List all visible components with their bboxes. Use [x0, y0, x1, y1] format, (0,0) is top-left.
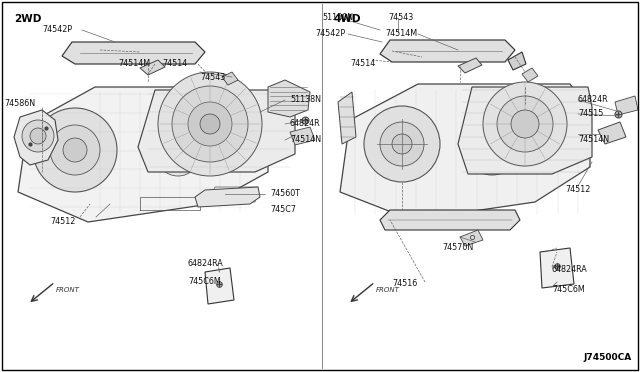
Text: 74542P: 74542P — [315, 29, 345, 38]
Circle shape — [30, 128, 46, 144]
Polygon shape — [205, 268, 234, 304]
Circle shape — [172, 86, 248, 162]
Text: 2WD: 2WD — [14, 14, 42, 24]
Circle shape — [364, 106, 440, 182]
Circle shape — [50, 125, 100, 175]
Text: 74542P: 74542P — [42, 26, 72, 35]
Polygon shape — [380, 40, 515, 62]
Text: 4WD: 4WD — [333, 14, 360, 24]
Text: 74586N: 74586N — [4, 99, 35, 109]
Polygon shape — [18, 87, 268, 222]
Polygon shape — [380, 210, 520, 230]
Polygon shape — [222, 72, 238, 85]
Circle shape — [476, 131, 508, 163]
Circle shape — [63, 138, 87, 162]
Circle shape — [497, 96, 553, 152]
Circle shape — [200, 114, 220, 134]
Polygon shape — [615, 96, 638, 115]
Circle shape — [156, 132, 200, 176]
Polygon shape — [340, 84, 590, 220]
Polygon shape — [195, 187, 260, 207]
Text: 74514M: 74514M — [385, 29, 417, 38]
Polygon shape — [598, 122, 626, 144]
Circle shape — [392, 134, 412, 154]
Circle shape — [166, 142, 190, 166]
Text: 74516: 74516 — [392, 279, 417, 289]
Polygon shape — [338, 92, 356, 144]
Circle shape — [22, 120, 54, 152]
Circle shape — [511, 110, 539, 138]
Circle shape — [188, 102, 232, 146]
Text: FRONT: FRONT — [56, 287, 80, 293]
Text: 51150N: 51150N — [322, 13, 353, 22]
Text: 74515: 74515 — [578, 109, 604, 119]
Polygon shape — [290, 127, 315, 145]
Polygon shape — [458, 87, 592, 174]
Text: 745C6M: 745C6M — [188, 278, 221, 286]
Text: 74514M: 74514M — [118, 60, 150, 68]
Polygon shape — [460, 230, 483, 246]
Text: 74514N: 74514N — [578, 135, 609, 144]
Polygon shape — [62, 42, 205, 64]
Text: 74543: 74543 — [200, 73, 225, 81]
Circle shape — [483, 82, 567, 166]
Text: 745C7: 745C7 — [270, 205, 296, 214]
Polygon shape — [458, 58, 482, 73]
Text: FRONT: FRONT — [376, 287, 400, 293]
Polygon shape — [138, 90, 295, 172]
Text: 64824R: 64824R — [290, 119, 321, 128]
Polygon shape — [14, 110, 58, 165]
Text: 74512: 74512 — [565, 186, 590, 195]
Polygon shape — [522, 68, 538, 82]
Circle shape — [464, 119, 520, 175]
Polygon shape — [540, 248, 574, 288]
Text: 74512: 74512 — [50, 218, 76, 227]
Circle shape — [380, 122, 424, 166]
Circle shape — [158, 72, 262, 176]
Text: 51138N: 51138N — [290, 96, 321, 105]
Text: 74543: 74543 — [388, 13, 413, 22]
Text: 74560T: 74560T — [270, 189, 300, 199]
Text: 74570N: 74570N — [442, 243, 473, 251]
Polygon shape — [268, 80, 310, 117]
Circle shape — [484, 139, 500, 155]
Text: 745C6M: 745C6M — [552, 285, 585, 295]
Text: 74514: 74514 — [162, 60, 188, 68]
Text: 74514: 74514 — [350, 60, 375, 68]
Text: 74514N: 74514N — [290, 135, 321, 144]
Text: 64824RA: 64824RA — [552, 266, 588, 275]
Polygon shape — [508, 52, 526, 70]
Text: J74500CA: J74500CA — [584, 353, 632, 362]
Text: 64824RA: 64824RA — [188, 260, 224, 269]
Text: 64824R: 64824R — [578, 96, 609, 105]
Polygon shape — [140, 60, 165, 75]
Circle shape — [33, 108, 117, 192]
